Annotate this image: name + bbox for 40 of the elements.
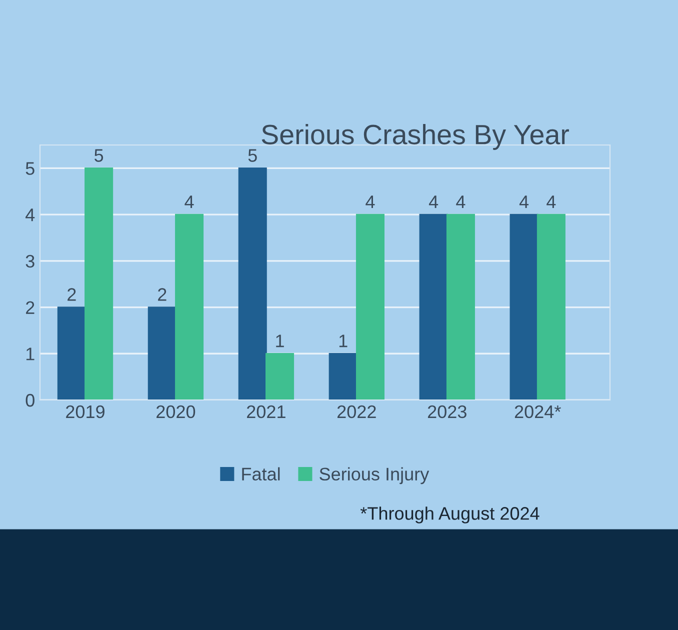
data-label: 4 xyxy=(428,196,438,208)
x-tick-label: 2020 xyxy=(156,405,196,418)
x-tick-label: 2021 xyxy=(247,405,286,418)
bar xyxy=(536,214,566,400)
text: *Through August 2024 xyxy=(360,506,540,524)
bar xyxy=(175,214,204,400)
chart-title: Serious Crashes By Year xyxy=(262,124,569,150)
bar xyxy=(419,214,448,400)
data-label: 4 xyxy=(366,196,375,208)
y-tick-label: 1 xyxy=(26,348,34,360)
y-tick-label: 5 xyxy=(26,162,34,175)
y-tick-label: 2 xyxy=(26,301,34,314)
data-label: 2 xyxy=(158,288,166,301)
x-tick-label: 2022 xyxy=(337,405,376,418)
x-tick-label: 2023 xyxy=(428,405,466,418)
bar xyxy=(356,214,385,400)
x-tick-label: 2019 xyxy=(66,405,104,418)
data-label: 2 xyxy=(68,288,76,301)
y-tick-label: 4 xyxy=(26,208,35,222)
data-label: 4 xyxy=(519,196,529,208)
data-label: 5 xyxy=(94,149,104,162)
legend-label: Serious Injury xyxy=(320,467,430,484)
y-tick-label: 3 xyxy=(26,254,34,268)
data-label: 4 xyxy=(456,196,466,208)
data-label: 4 xyxy=(546,196,556,208)
bar xyxy=(510,214,538,400)
bar xyxy=(265,352,294,400)
y-tick-label: 0 xyxy=(26,394,34,407)
data-label: 1 xyxy=(339,334,348,348)
data-label: 4 xyxy=(184,196,194,208)
legend-label: Fatal xyxy=(242,467,280,481)
x-tick-label: 2024* xyxy=(514,405,561,418)
data-label: 5 xyxy=(248,149,257,162)
data-label: 1 xyxy=(276,334,284,348)
bar xyxy=(57,306,86,400)
bar xyxy=(328,352,358,400)
bar xyxy=(84,167,114,400)
bar xyxy=(238,167,267,400)
bar xyxy=(148,306,176,400)
bar xyxy=(446,214,475,400)
